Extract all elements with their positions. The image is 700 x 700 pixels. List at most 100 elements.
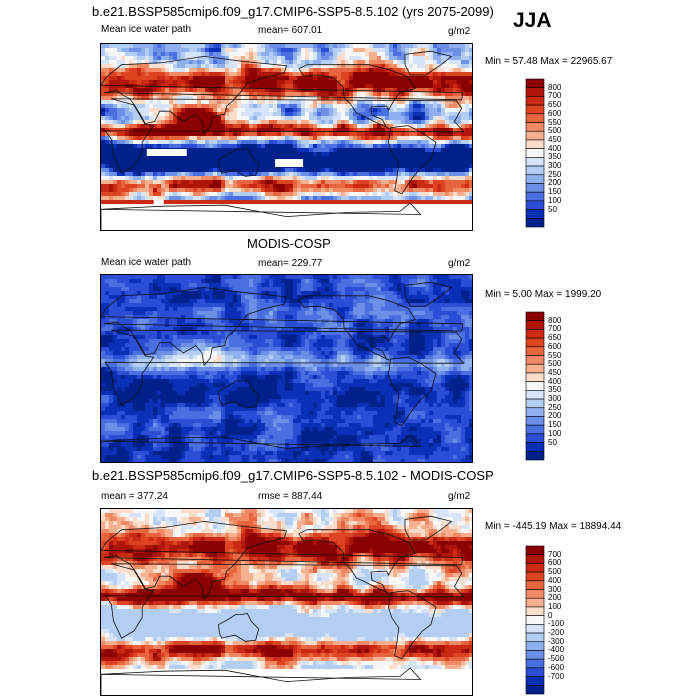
panel-minmax-obs: Min = 5.00 Max = 1999.20	[485, 289, 602, 300]
coastline	[101, 287, 464, 367]
season-label: JJA	[513, 9, 552, 32]
coastline	[101, 202, 422, 230]
coastline	[101, 520, 464, 600]
coastline	[218, 379, 260, 409]
colorbar-box	[525, 416, 545, 426]
panel-center-label-diff: rmse = 887.44	[258, 491, 323, 502]
colorbar-box	[525, 209, 545, 219]
colorbar-box	[525, 329, 545, 339]
colorbar-tick-label: 100	[548, 601, 562, 611]
colorbar-tick-label: -300	[548, 636, 565, 646]
colorbar-tick-label: 450	[548, 367, 562, 377]
colorbar-box	[525, 87, 545, 97]
coastline	[104, 563, 465, 639]
coastline	[218, 612, 260, 642]
panel-left-label-model: Mean ice water path	[101, 24, 192, 35]
coastline	[388, 356, 437, 427]
colorbar-box	[525, 174, 545, 184]
colorbar-tick-label: -700	[548, 671, 565, 681]
colorbar-tick-label: 800	[548, 82, 562, 92]
colorbar-tick-label: 600	[548, 558, 562, 568]
colorbar-tick-label: 700	[548, 324, 562, 334]
colorbar-tick-label: 450	[548, 134, 562, 144]
coastline	[388, 125, 437, 195]
colorbar-box	[525, 684, 545, 695]
colorbar-box	[525, 676, 545, 686]
colorbar-box	[525, 650, 545, 660]
colorbar-box	[525, 346, 545, 356]
colorbar-box	[525, 191, 545, 202]
colorbar-tick-label: 400	[548, 376, 562, 386]
colorbar-tick-label: 300	[548, 584, 562, 594]
map-panel-model	[100, 43, 473, 231]
colorbar-box	[525, 667, 545, 677]
panel-title-diff: b.e21.BSSP585cmip6.f09_g17.CMIP6-SSP5-8.…	[92, 468, 494, 483]
panel-minmax-diff: Min = -445.19 Max = 18894.44	[485, 521, 622, 532]
panel-center-label-model: mean= 607.01	[258, 25, 323, 36]
colorbar-box	[525, 390, 545, 400]
coastline	[104, 329, 465, 406]
colorbar-tick-label: 200	[548, 593, 562, 603]
panel-center-label-obs: mean= 229.77	[258, 258, 323, 269]
panel-units-obs: g/m2	[448, 258, 471, 269]
colorbar-boxes	[525, 78, 545, 228]
coastline	[404, 281, 453, 307]
colorbar-box	[525, 337, 545, 348]
colorbar-tick-label: 700	[548, 549, 562, 559]
colorbar-box	[525, 450, 545, 461]
colorbar-tick-label: 500	[548, 359, 562, 369]
missing-data-patch	[275, 159, 304, 167]
colorbar-box	[525, 589, 545, 599]
colorbar-tick-label: 500	[548, 126, 562, 136]
colorbar-tick-label: 550	[548, 117, 562, 127]
colorbar-tick-label: 300	[548, 394, 562, 404]
colorbar-tick-label: 200	[548, 411, 562, 421]
colorbar-box	[525, 320, 545, 330]
colorbar-tick-label: 400	[548, 575, 562, 585]
coastline	[101, 434, 422, 462]
colorbar-box	[525, 165, 545, 176]
coastline	[101, 667, 422, 695]
colorbar-tick-label: 50	[548, 437, 557, 447]
colorbar-box	[525, 407, 545, 417]
colorbar-model: 800 700 650 600 550 500 450 400 350 300 250 200 150 1…	[525, 78, 600, 228]
map-panel-obs	[100, 274, 473, 463]
colorbar-tick-label: 50	[548, 204, 557, 214]
colorbar-box	[525, 398, 545, 409]
coastline	[218, 147, 260, 177]
colorbar-box	[525, 632, 545, 643]
colorbar-box	[525, 597, 545, 608]
colorbar-tick-label: 300	[548, 161, 562, 171]
colorbar-tick-label: -500	[548, 654, 565, 664]
colorbar-box	[525, 363, 545, 374]
colorbar-tick-label: 250	[548, 169, 562, 179]
colorbar-tick-label: 650	[548, 100, 562, 110]
colorbar-box	[525, 554, 545, 564]
colorbar-box	[525, 580, 545, 590]
missing-data-patch	[153, 199, 164, 204]
colorbar-box	[525, 381, 545, 391]
colorbar-tick-label: 100	[548, 428, 562, 438]
colorbar-box	[525, 563, 545, 573]
colorbar-tick-label: 800	[548, 315, 562, 325]
coastline	[298, 64, 416, 130]
colorbar-box	[525, 372, 545, 382]
panel-units-diff: g/m2	[448, 491, 471, 502]
panel-title-obs: MODIS-COSP	[247, 236, 331, 251]
coastline	[298, 295, 416, 361]
colorbar-box	[525, 148, 545, 158]
colorbar-box	[525, 217, 545, 228]
colorbar-box	[525, 658, 545, 669]
colorbar-tick-label: 550	[548, 350, 562, 360]
colorbar-box	[525, 139, 545, 149]
colorbar-tick-label: 700	[548, 91, 562, 101]
colorbar-box	[525, 157, 545, 167]
colorbar-tick-label: -100	[548, 619, 565, 629]
colorbar-box	[525, 311, 545, 322]
coastline	[388, 590, 437, 660]
coastline	[404, 50, 453, 76]
colorbar-diff: 700 600 500 400 300 200 100 0 -100 -200 -300 -400 -5…	[525, 545, 600, 695]
colorbar-tick-label: 350	[548, 152, 562, 162]
colorbar-box	[525, 545, 545, 556]
colorbar-box	[525, 641, 545, 651]
